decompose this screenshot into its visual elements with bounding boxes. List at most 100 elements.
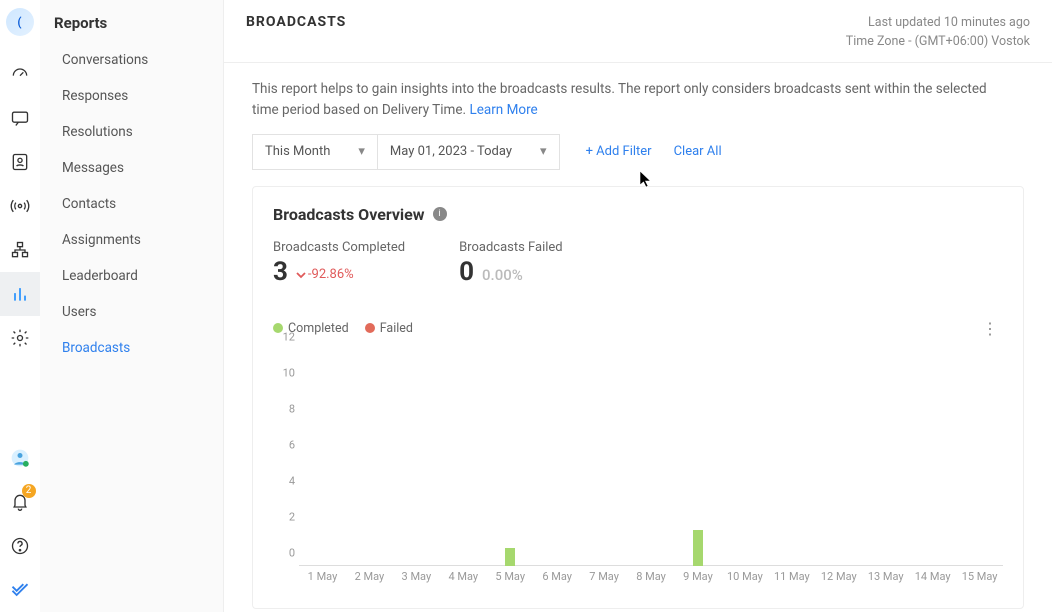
y-tick: 8 [289,402,295,415]
x-tick: 1 May [299,570,346,590]
bar-slot [299,350,346,566]
add-filter-button[interactable]: + Add Filter [586,144,652,159]
bar-completed[interactable] [693,530,703,566]
legend-swatch [273,323,283,333]
nav-notifications[interactable]: 2 [0,480,40,524]
bar-slot [534,350,581,566]
x-tick: 8 May [628,570,675,590]
last-updated: Last updated 10 minutes ago [846,14,1030,33]
y-tick: 10 [283,366,295,379]
bars-icon [10,284,30,304]
page-title: BROADCASTS [246,14,346,30]
nav-profile[interactable] [0,436,40,480]
secondary-nav-title: Reports [40,14,223,42]
x-tick: 11 May [768,570,815,590]
x-tick: 12 May [815,570,862,590]
bar-completed[interactable] [505,548,515,566]
sidebar-item-conversations[interactable]: Conversations [40,42,223,78]
date-range-label: May 01, 2023 - Today [390,144,512,159]
broadcasts-overview-card: Broadcasts Overview i Broadcasts Complet… [252,186,1024,609]
broadcast-icon [10,196,30,216]
stat-delta: -92.86% [296,267,354,282]
legend-item: Failed [365,321,413,336]
help-icon [10,536,30,556]
nav-dashboard[interactable] [0,52,40,96]
period-select[interactable]: This Month ▾ [252,134,377,170]
info-icon[interactable]: i [433,207,447,221]
sidebar-item-contacts[interactable]: Contacts [40,186,223,222]
nav-messages[interactable] [0,96,40,140]
y-tick: 12 [283,330,295,343]
nav-reports[interactable] [0,272,40,316]
icon-rail: ( 2 [0,0,40,612]
learn-more-link[interactable]: Learn More [469,102,537,118]
org-icon [10,240,30,260]
x-tick: 9 May [675,570,722,590]
x-tick: 7 May [581,570,628,590]
stat-value: 0 [459,257,474,287]
sidebar-item-messages[interactable]: Messages [40,150,223,186]
nav-help[interactable] [0,524,40,568]
x-tick: 2 May [346,570,393,590]
bar-slot [956,350,1003,566]
stat-label: Broadcasts Completed [273,240,405,255]
sidebar-item-assignments[interactable]: Assignments [40,222,223,258]
nav-org[interactable] [0,228,40,272]
x-tick: 3 May [393,570,440,590]
bar-slot [393,350,440,566]
x-tick: 10 May [721,570,768,590]
bar-slot [862,350,909,566]
stat-value: 3 [273,257,288,287]
contact-icon [10,152,30,172]
gauge-icon [10,64,30,84]
secondary-nav: Reports ConversationsResponsesResolution… [40,0,224,612]
timezone: Time Zone - (GMT+06:00) Vostok [846,33,1030,52]
bar-slot [581,350,628,566]
bar-slot [675,350,722,566]
nav-contacts[interactable] [0,140,40,184]
bar-slot [815,350,862,566]
chevron-down-icon: ▾ [540,144,547,159]
main-content: BROADCASTS Last updated 10 minutes ago T… [224,0,1052,612]
nav-settings[interactable] [0,316,40,360]
card-title: Broadcasts Overview [273,205,425,224]
y-tick: 0 [289,546,295,559]
date-range-select[interactable]: May 01, 2023 - Today ▾ [377,134,560,170]
bar-slot [768,350,815,566]
page-header: BROADCASTS Last updated 10 minutes ago T… [224,0,1052,63]
x-tick: 15 May [956,570,1003,590]
brand-check-icon [10,580,30,600]
clear-all-button[interactable]: Clear All [674,144,722,159]
sidebar-item-responses[interactable]: Responses [40,78,223,114]
bar-slot [628,350,675,566]
sidebar-item-users[interactable]: Users [40,294,223,330]
profile-avatar-icon [10,448,30,468]
chat-icon [10,108,30,128]
y-tick: 4 [289,474,295,487]
chevron-down-icon: ▾ [358,144,365,159]
notification-badge: 2 [22,484,36,498]
overview-chart: 024681012 1 May2 May3 May4 May5 May6 May… [273,350,1003,590]
sidebar-item-resolutions[interactable]: Resolutions [40,114,223,150]
workspace-avatar[interactable]: ( [6,8,34,36]
gear-icon [10,328,30,348]
nav-brand[interactable] [0,568,40,612]
stat-block: Broadcasts Completed 3 -92.86% [273,240,405,287]
report-description-text: This report helps to gain insights into … [252,81,987,119]
period-select-label: This Month [265,144,330,159]
y-tick: 2 [289,510,295,523]
x-tick: 5 May [487,570,534,590]
chart-menu-button[interactable]: ⋮ [978,315,1003,342]
report-description: This report helps to gain insights into … [224,63,1044,134]
sidebar-item-leaderboard[interactable]: Leaderboard [40,258,223,294]
bar-slot [346,350,393,566]
stat-block: Broadcasts Failed00.00% [459,240,563,287]
x-tick: 6 May [534,570,581,590]
stat-pct: 0.00% [482,266,523,284]
sidebar-item-broadcasts[interactable]: Broadcasts [40,330,223,366]
bar-slot [440,350,487,566]
nav-broadcast[interactable] [0,184,40,228]
bar-slot [487,350,534,566]
y-tick: 6 [289,438,295,451]
x-tick: 13 May [862,570,909,590]
